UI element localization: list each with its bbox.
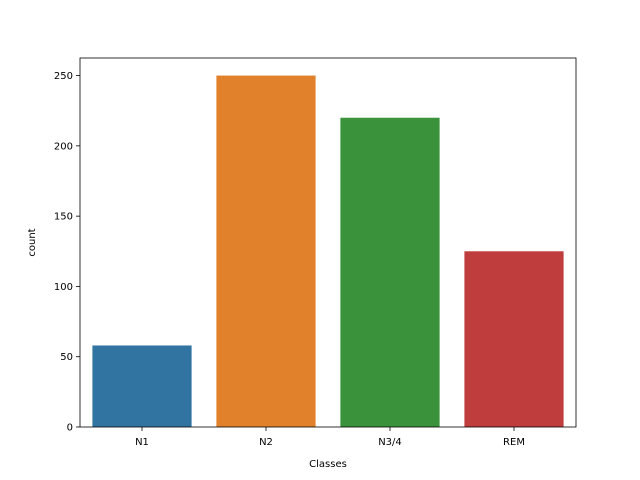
x-tick-label: N2: [259, 437, 273, 448]
plot-frame: [79, 57, 577, 428]
x-tick-label: N3/4: [378, 437, 402, 448]
y-tick-label: 150: [54, 212, 73, 223]
x-axis-ticks: N1 N2 N3/4 REM: [135, 427, 525, 448]
y-axis-label: count: [27, 228, 38, 256]
bar-rem: [464, 251, 564, 427]
bars-group: [92, 75, 564, 428]
x-axis-label: Classes: [309, 459, 347, 470]
y-axis-ticks: 0 50 100 150 200 250: [54, 71, 80, 434]
x-tick-label: N1: [135, 437, 149, 448]
bar-n2: [216, 75, 316, 428]
bar-n1: [92, 345, 192, 427]
y-tick-label: 200: [54, 141, 73, 152]
y-tick-label: 0: [67, 423, 73, 434]
bar-n3-4: [340, 117, 440, 427]
x-tick-label: REM: [503, 437, 525, 448]
y-tick-label: 50: [60, 352, 73, 363]
y-tick-label: 100: [54, 282, 73, 293]
y-tick-label: 250: [54, 71, 73, 82]
